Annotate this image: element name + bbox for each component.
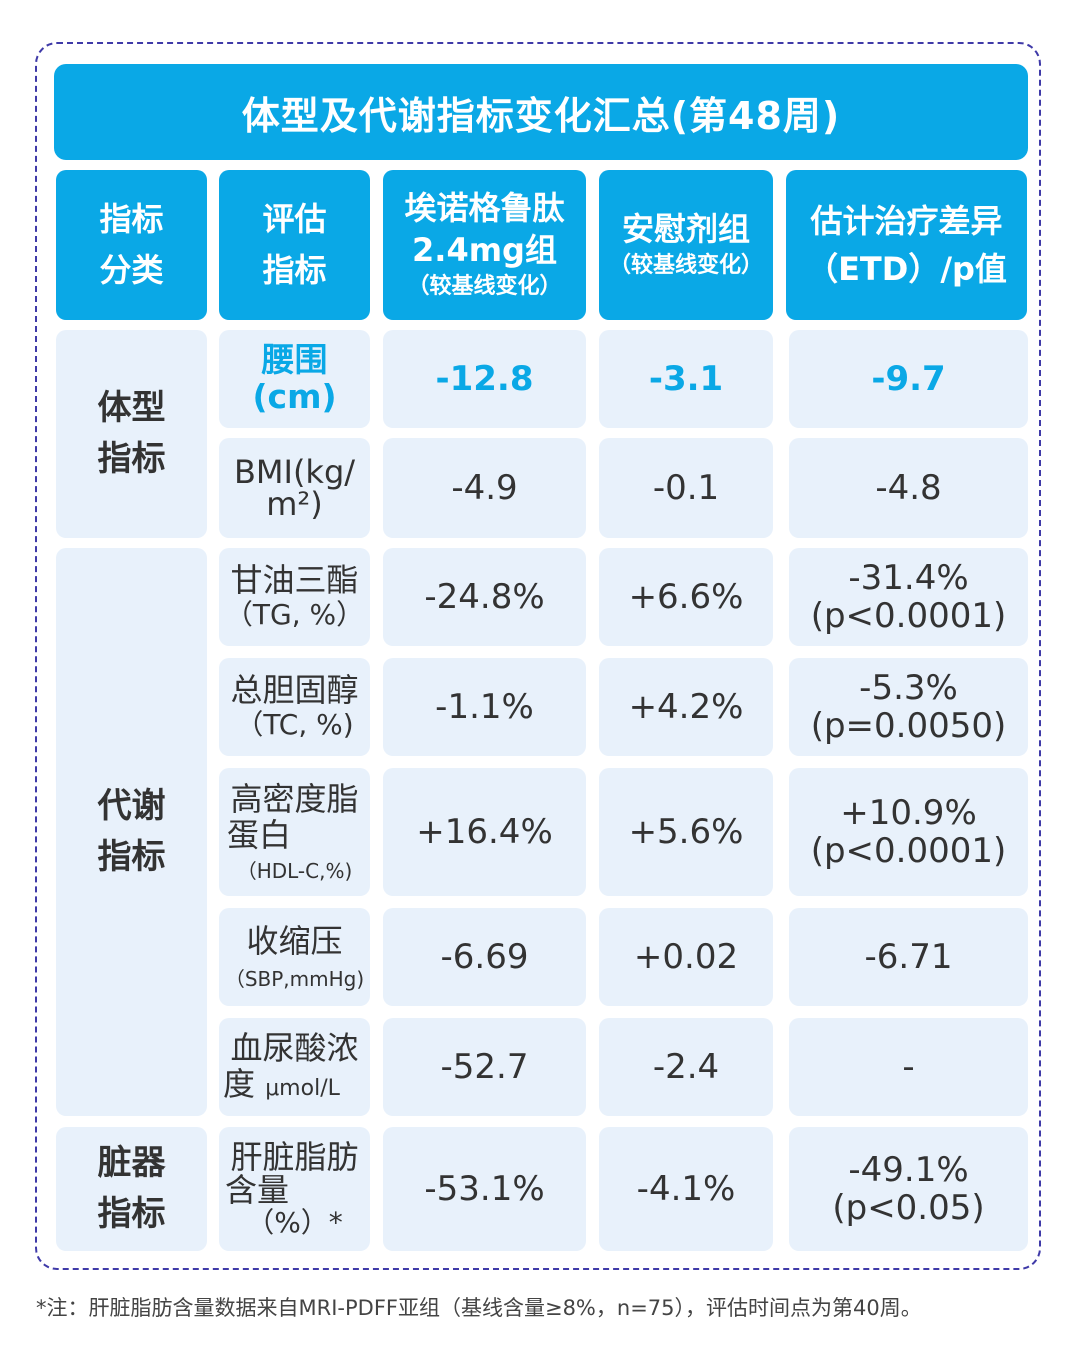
value-etd-bmi: -4.8 — [789, 438, 1028, 538]
indicator-tc-line1: 总胆固醇 — [230, 671, 359, 710]
value-placebo-bmi: -0.1 — [599, 438, 773, 538]
indicator-liver-line3: （%）* — [246, 1205, 343, 1239]
value-drug-tc: -1.1% — [383, 658, 586, 756]
header-drug-group: 埃诺格鲁肽 2.4mg组 （较基线变化） — [383, 170, 586, 320]
indicator-tg-line2: （TG, %） — [224, 598, 365, 632]
value-etd-liver-line2: (p<0.05) — [832, 1188, 985, 1228]
value-drug-bmi: -4.9 — [383, 438, 586, 538]
value-etd-uric: - — [789, 1018, 1028, 1116]
value-drug-tg: -24.8% — [383, 548, 586, 646]
header-drug-line1: 埃诺格鲁肽 — [404, 188, 565, 227]
indicator-hdl-line1: 高密度脂 — [230, 779, 359, 818]
value-etd-liver-line1: -49.1% — [848, 1149, 969, 1190]
header-etd: 估计治疗差异 （ETD）/p值 — [786, 170, 1027, 320]
indicator-uric-char: 度 — [223, 1065, 256, 1103]
value-etd-hdl-line1: +10.9% — [840, 792, 977, 833]
value-placebo-uric: -2.4 — [599, 1018, 773, 1116]
category-organ-line2: 指标 — [97, 1194, 166, 1234]
indicator-uric-line2: 度 μmol/L — [223, 1065, 340, 1103]
value-drug-waist: -12.8 — [383, 330, 586, 428]
value-drug-liver: -53.1% — [383, 1127, 586, 1251]
category-metabolic: 代谢 指标 — [56, 548, 207, 1116]
value-placebo-sbp: +0.02 — [599, 908, 773, 1006]
header-category-line2: 分类 — [99, 251, 164, 289]
category-body-line1: 体型 — [97, 388, 166, 428]
indicator-liver-fat: 肝脏脂肪 含量 （%）* — [219, 1127, 370, 1251]
indicator-tc-line2: （TC, %) — [235, 708, 354, 742]
category-metabolic-line2: 指标 — [97, 837, 166, 877]
value-drug-sbp: -6.69 — [383, 908, 586, 1006]
header-placebo-label: 安慰剂组 — [621, 209, 750, 248]
header-indicator-line2: 指标 — [262, 251, 327, 289]
value-etd-tc: -5.3% (p=0.0050) — [789, 658, 1028, 756]
header-placebo-group: 安慰剂组 （较基线变化） — [599, 170, 773, 320]
header-etd-line2: （ETD）/p值 — [806, 250, 1007, 288]
indicator-bmi: BMI(kg/ m²) — [219, 438, 370, 538]
category-metabolic-line1: 代谢 — [97, 786, 166, 826]
value-placebo-tc: +4.2% — [599, 658, 773, 756]
header-placebo-sub: （较基线变化） — [608, 252, 763, 278]
indicator-hdl-unit: （HDL-C,%) — [236, 858, 353, 883]
category-body: 体型 指标 — [56, 330, 207, 538]
value-etd-tc-line1: -5.3% — [859, 667, 958, 708]
footnote: *注：肝脏脂肪含量数据来自MRI-PDFF亚组（基线含量≥8%，n=75），评估… — [36, 1296, 922, 1320]
value-drug-uric: -52.7 — [383, 1018, 586, 1116]
value-etd-hdl: +10.9% (p<0.0001) — [789, 768, 1028, 896]
value-etd-tc-line2: (p=0.0050) — [810, 706, 1007, 746]
value-placebo-waist: -3.1 — [599, 330, 773, 428]
indicator-uric-unit: μmol/L — [265, 1076, 340, 1101]
dashed-frame — [35, 42, 1041, 1270]
value-etd-sbp: -6.71 — [789, 908, 1028, 1006]
category-organ: 脏器 指标 — [56, 1127, 207, 1251]
value-placebo-tg: +6.6% — [599, 548, 773, 646]
table-title: 体型及代谢指标变化汇总(第48周) — [54, 64, 1028, 160]
header-category-line1: 指标 — [99, 199, 164, 238]
header-drug-sub: （较基线变化） — [407, 273, 562, 299]
header-indicator-line1: 评估 — [262, 199, 327, 238]
value-drug-hdl: +16.4% — [383, 768, 586, 896]
indicator-waist: 腰围 (cm) — [219, 330, 370, 428]
value-etd-tg-line1: -31.4% — [848, 557, 969, 598]
category-body-line2: 指标 — [97, 439, 166, 479]
indicator-waist-line2: (cm) — [252, 377, 337, 416]
indicator-waist-line1: 腰围 — [261, 340, 328, 380]
value-placebo-hdl: +5.6% — [599, 768, 773, 896]
value-etd-tg-line2: (p<0.0001) — [810, 596, 1007, 636]
header-etd-line1: 估计治疗差异 — [810, 202, 1003, 240]
indicator-uric-line1: 血尿酸浓 — [230, 1029, 359, 1068]
header-indicator: 评估 指标 — [219, 170, 370, 320]
indicator-sbp-line1: 收缩压 — [246, 921, 343, 960]
indicator-sbp: 收缩压 （SBP,mmHg) — [219, 908, 370, 1006]
indicator-bmi-line2: m²) — [266, 485, 323, 523]
value-etd-tg: -31.4% (p<0.0001) — [789, 548, 1028, 646]
indicator-liver-line2: 含量 — [225, 1171, 290, 1210]
header-category: 指标 分类 — [56, 170, 207, 320]
indicator-tg-line1: 甘油三酯 — [230, 561, 359, 600]
value-etd-hdl-line2: (p<0.0001) — [810, 831, 1007, 871]
indicator-hdl: 高密度脂 蛋白 （HDL-C,%) — [219, 768, 370, 896]
value-etd-liver: -49.1% (p<0.05) — [789, 1127, 1028, 1251]
header-drug-line2: 2.4mg组 — [412, 230, 557, 269]
indicator-uric-acid: 血尿酸浓 度 μmol/L — [219, 1018, 370, 1116]
indicator-bmi-line1: BMI(kg/ — [233, 453, 356, 491]
indicator-tc: 总胆固醇 （TC, %) — [219, 658, 370, 756]
indicator-sbp-unit: （SBP,mmHg) — [224, 966, 365, 991]
value-placebo-liver: -4.1% — [599, 1127, 773, 1251]
category-organ-line1: 脏器 — [97, 1143, 166, 1183]
indicator-liver-line1: 肝脏脂肪 — [230, 1137, 359, 1176]
indicator-tg: 甘油三酯 （TG, %） — [219, 548, 370, 646]
value-etd-waist: -9.7 — [789, 330, 1028, 428]
indicator-hdl-line2: 蛋白 — [227, 815, 292, 854]
